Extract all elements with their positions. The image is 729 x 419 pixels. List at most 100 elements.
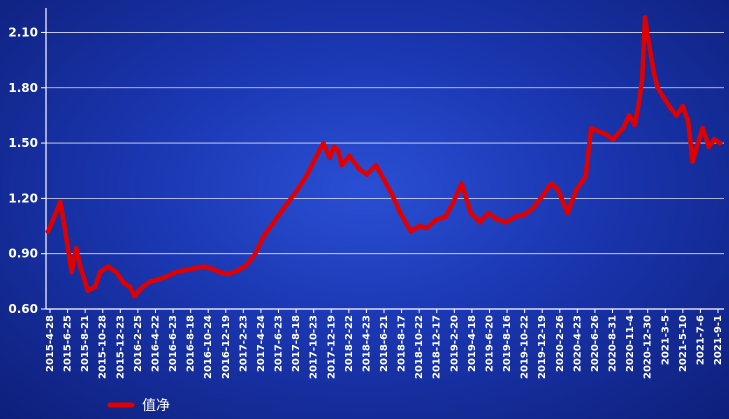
data-point	[85, 288, 91, 293]
x-tick-label: 2017-2-23	[238, 315, 249, 372]
data-point	[97, 269, 103, 275]
y-tick-label: 1.80	[8, 81, 38, 95]
x-tick-label: 2019-8-16	[502, 315, 513, 372]
x-tick-label: 2019-4-18	[467, 315, 478, 372]
data-point	[132, 293, 137, 299]
data-point	[695, 140, 701, 146]
data-point	[381, 177, 387, 183]
data-point	[538, 196, 544, 201]
data-point	[432, 218, 438, 223]
x-tick-label: 2016-2-25	[133, 315, 144, 372]
data-point	[270, 221, 275, 227]
x-tick-label: 2018-2-22	[344, 315, 355, 372]
x-tick-label: 2017-10-23	[309, 315, 320, 379]
x-tick-label: 2015-4-28	[45, 315, 56, 372]
data-point	[78, 266, 84, 271]
data-point	[339, 162, 345, 168]
data-point	[65, 247, 71, 253]
data-point	[173, 269, 179, 275]
data-point	[364, 172, 370, 177]
x-tick-label: 2020-6-26	[590, 315, 601, 372]
x-tick-label: 2020-12-30	[643, 315, 654, 379]
x-tick-label: 2020-11-4	[625, 315, 636, 372]
x-tick-label: 2019-10-22	[520, 315, 531, 379]
data-point	[148, 278, 154, 284]
x-tick-label: 2018-12-17	[432, 315, 443, 379]
grid-lines	[41, 31, 724, 310]
x-tick-label: 2016-10-24	[203, 315, 214, 379]
data-point	[73, 245, 79, 251]
x-tick-label: 2021-9-1	[713, 315, 724, 365]
x-tick-label: 2017-6-23	[274, 315, 285, 372]
y-tick-label: 2.10	[8, 25, 38, 39]
data-point	[285, 199, 291, 205]
data-point	[574, 186, 579, 192]
data-point	[208, 266, 214, 271]
y-tick-labels: 0.60 0.90 1.20 1.50 1.80 2.10	[8, 25, 38, 316]
x-tick-label: 2017-12-19	[326, 315, 337, 379]
x-tick-label: 2018-6-21	[379, 315, 390, 372]
data-point	[408, 229, 414, 235]
data-point	[373, 162, 379, 168]
data-point	[443, 214, 448, 220]
data-point	[140, 284, 146, 290]
data-point	[626, 113, 632, 118]
data-point	[565, 210, 570, 216]
data-point	[674, 113, 679, 118]
x-tick-label: 2018-4-23	[361, 315, 372, 372]
data-point	[181, 267, 187, 273]
x-tick-label: 2020-4-23	[572, 315, 583, 372]
data-point	[636, 100, 642, 105]
data-point	[651, 70, 657, 76]
data-point	[327, 155, 333, 161]
x-tick-label: 2019-2-20	[449, 315, 460, 372]
data-point	[235, 267, 241, 273]
data-point	[416, 223, 422, 229]
data-point	[311, 159, 317, 164]
x-tick-label: 2017-4-24	[256, 315, 267, 372]
data-point	[639, 76, 645, 81]
legend: 值净	[107, 398, 170, 414]
data-point	[666, 103, 672, 109]
data-point	[398, 210, 403, 216]
data-point	[459, 181, 465, 187]
data-point	[620, 125, 626, 131]
data-point	[588, 125, 594, 131]
data-point	[62, 223, 67, 229]
data-point	[711, 137, 717, 142]
data-point	[451, 199, 456, 205]
x-tick-label: 2021-7-6	[695, 315, 706, 365]
data-point	[113, 269, 119, 275]
x-tick-label: 2016-4-22	[150, 315, 161, 372]
x-tick-label: 2016-8-18	[186, 315, 197, 372]
data-point	[69, 269, 75, 275]
x-tick-label: 2020-2-26	[555, 315, 566, 372]
data-point	[277, 210, 283, 216]
data-point	[647, 44, 652, 50]
data-point	[468, 210, 474, 216]
data-point	[529, 207, 534, 212]
y-tick-label: 1.20	[8, 191, 38, 205]
series-line	[45, 15, 723, 299]
data-point	[583, 173, 589, 179]
data-point	[389, 192, 395, 198]
x-tick-label: 2015-8-21	[80, 315, 91, 372]
data-point	[217, 269, 222, 275]
data-point	[685, 118, 691, 124]
data-point	[493, 216, 499, 222]
x-tick-label: 2021-3-5	[660, 315, 671, 365]
data-point	[503, 219, 509, 225]
data-point	[295, 186, 301, 192]
legend-label: 值净	[142, 398, 170, 414]
y-tick-label: 1.50	[8, 136, 38, 150]
data-point	[610, 137, 616, 142]
data-point	[304, 172, 310, 177]
x-tick-label: 2016-6-23	[168, 315, 179, 372]
y-tick-label: 0.90	[8, 247, 38, 261]
x-tick-label: 2015-12-23	[115, 315, 126, 379]
x-tick-label: 2015-10-28	[98, 315, 109, 379]
data-point	[127, 284, 133, 290]
data-point	[335, 148, 341, 153]
data-point	[57, 199, 63, 205]
x-tick-labels: 2015-4-28 2015-6-25 2015-8-21 2015-10-28 201…	[45, 309, 724, 379]
